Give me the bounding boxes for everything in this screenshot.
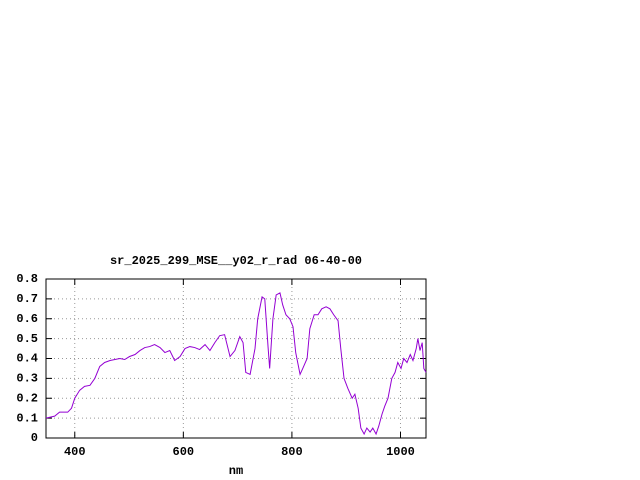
y-tick-label: 0.7	[16, 292, 38, 306]
plot-border	[45, 278, 427, 439]
y-tick-label: 0.4	[16, 352, 38, 366]
x-tick-label: 800	[281, 445, 303, 459]
x-tick-label: 400	[64, 445, 86, 459]
y-tick-label: 0.6	[16, 312, 38, 326]
y-tick-label: 0.1	[16, 411, 38, 425]
x-tick-label: 600	[173, 445, 195, 459]
y-tick-label: 0.2	[16, 391, 38, 405]
chart-title: sr_2025_299_MSE__y02_r_rad 06-40-00	[110, 254, 362, 268]
x-tick-label: 1000	[386, 445, 415, 459]
x-axis-label: nm	[229, 464, 243, 478]
data-line	[45, 292, 427, 436]
y-tick-label: 0.3	[16, 372, 38, 386]
y-tick-label: 0.5	[16, 332, 38, 346]
y-tick-label: 0	[31, 431, 38, 445]
y-tick-label: 0.8	[16, 272, 38, 286]
